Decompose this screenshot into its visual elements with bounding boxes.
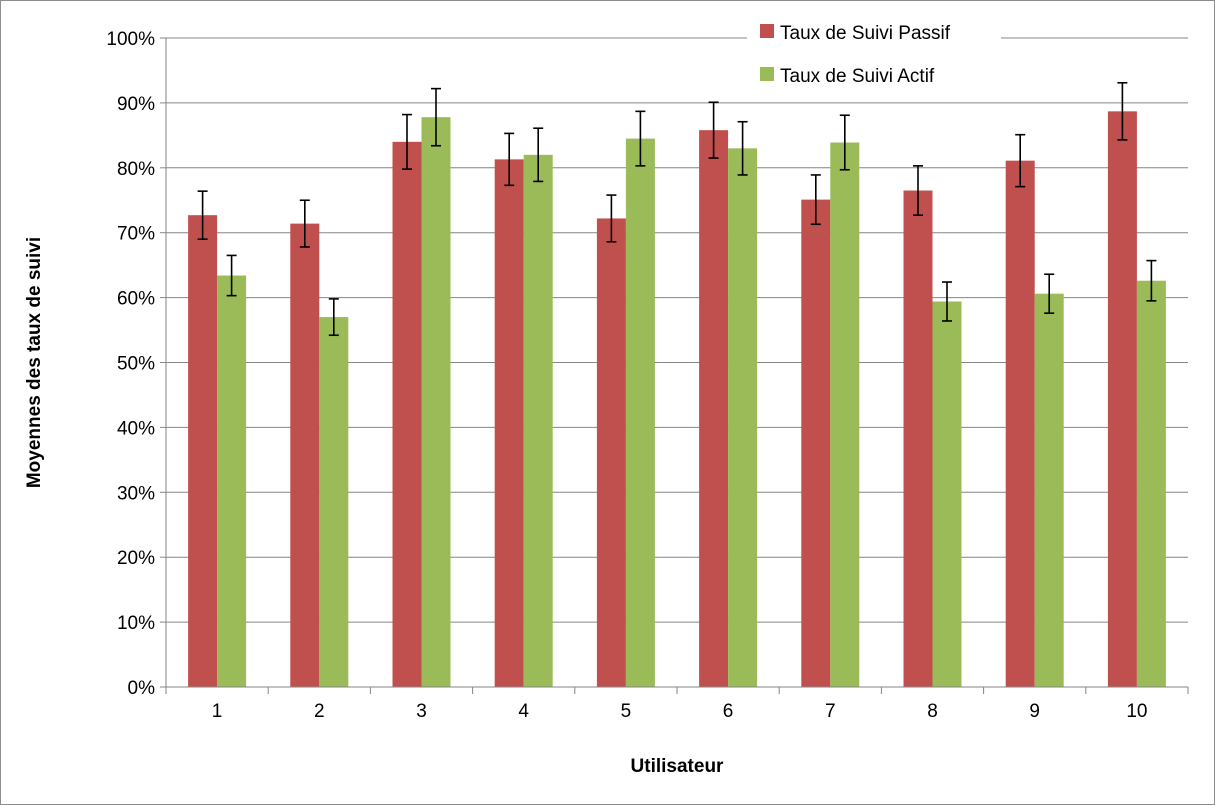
y-tick-label: 20% <box>117 548 155 569</box>
error-bars <box>197 81 1157 337</box>
bar <box>188 215 218 687</box>
bar <box>699 130 729 687</box>
legend-label-passif: Taux de Suivi Passif <box>780 23 951 44</box>
y-tick-label: 80% <box>117 159 155 180</box>
x-tick-label: 5 <box>621 701 632 722</box>
bar <box>801 199 831 687</box>
x-tick-label: 4 <box>518 701 529 722</box>
bar <box>830 142 860 687</box>
x-axis-ticks: 1 2 3 4 5 6 7 8 9 10 <box>165 687 1189 722</box>
y-tick-label: 90% <box>117 94 155 115</box>
bar <box>494 159 524 687</box>
bar <box>392 141 422 688</box>
bar <box>932 301 962 687</box>
bar <box>1136 280 1166 687</box>
legend-label-actif: Taux de Suivi Actif <box>780 66 935 87</box>
y-tick-label: 30% <box>117 483 155 504</box>
x-tick-label: 6 <box>723 701 734 722</box>
bar <box>319 317 349 687</box>
x-tick-label: 2 <box>314 701 325 722</box>
legend-swatch-passif <box>760 24 774 38</box>
bar <box>625 138 655 688</box>
legend-swatch-actif <box>760 67 774 81</box>
bar <box>1107 111 1137 688</box>
bar <box>290 223 320 687</box>
bar <box>903 190 933 687</box>
bars <box>188 111 1166 688</box>
y-tick-label: 0% <box>128 678 156 699</box>
bar <box>596 218 626 687</box>
bar <box>421 117 451 688</box>
y-tick-label: 70% <box>117 224 155 245</box>
y-tick-label: 60% <box>117 289 155 310</box>
legend: Taux de Suivi Passif Taux de Suivi Actif <box>747 12 1001 100</box>
x-tick-label: 10 <box>1126 701 1147 722</box>
y-tick-label: 40% <box>117 418 155 439</box>
bar <box>217 275 247 687</box>
x-tick-label: 3 <box>416 701 427 722</box>
y-tick-label: 50% <box>117 354 155 375</box>
x-tick-label: 8 <box>927 701 938 722</box>
legend-background <box>747 12 1001 100</box>
x-tick-label: 1 <box>212 701 223 722</box>
bar <box>1034 293 1064 687</box>
y-axis-title: Moyennes des taux de suivi <box>24 237 45 488</box>
bar <box>523 154 553 687</box>
y-axis-ticks: 0% 10% 20% 30% 40% 50% 60% 70% 80% 90% 100% <box>106 29 166 699</box>
y-tick-label: 100% <box>106 29 155 50</box>
bar <box>1005 160 1035 687</box>
x-axis-title: Utilisateur <box>631 756 725 777</box>
bar <box>728 148 758 687</box>
x-tick-label: 9 <box>1029 701 1040 722</box>
x-tick-label: 7 <box>825 701 836 722</box>
y-tick-label: 10% <box>117 613 155 634</box>
